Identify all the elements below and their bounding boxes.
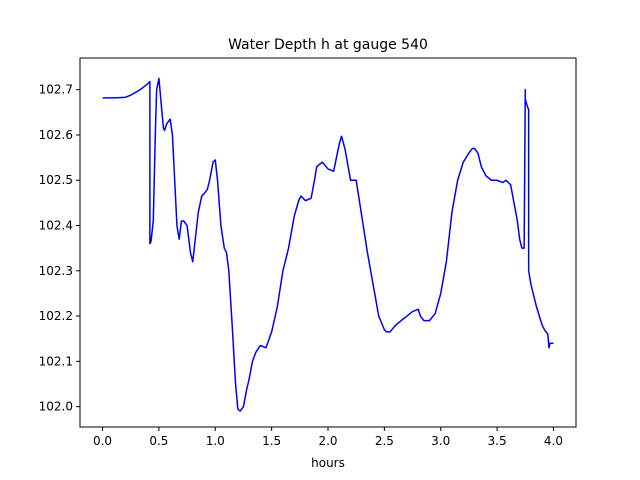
y-tick-label: 102.0 (39, 400, 73, 414)
x-tick-label: 3.0 (431, 434, 450, 448)
x-tick-label: 0.5 (149, 434, 168, 448)
series-line (102, 77, 554, 412)
x-tick-label: 1.5 (262, 434, 281, 448)
x-axis-ticks: 0.0 0.5 1.0 1.5 2.0 2.5 3.0 3.5 4.0 (93, 427, 563, 448)
y-tick-label: 102.7 (39, 83, 73, 97)
y-tick-label: 102.5 (39, 173, 73, 187)
y-axis-ticks: 102.0 102.1 102.2 102.3 102.4 102.5 102.6 102.7 (39, 83, 80, 414)
plot-area-frame (79, 57, 577, 428)
y-tick-label: 102.6 (39, 128, 73, 142)
x-tick-label: 2.5 (375, 434, 394, 448)
x-tick-label: 4.0 (544, 434, 563, 448)
x-tick-label: 1.0 (206, 434, 225, 448)
x-tick-label: 2.0 (318, 434, 337, 448)
y-tick-label: 102.1 (39, 354, 73, 368)
chart-title: Water Depth h at gauge 540 (228, 37, 428, 53)
y-tick-label: 102.3 (39, 264, 73, 278)
y-tick-label: 102.2 (39, 309, 73, 323)
x-axis-label: hours (311, 456, 345, 470)
y-tick-label: 102.4 (39, 219, 73, 233)
x-tick-label: 3.5 (488, 434, 507, 448)
x-tick-label: 0.0 (93, 434, 112, 448)
